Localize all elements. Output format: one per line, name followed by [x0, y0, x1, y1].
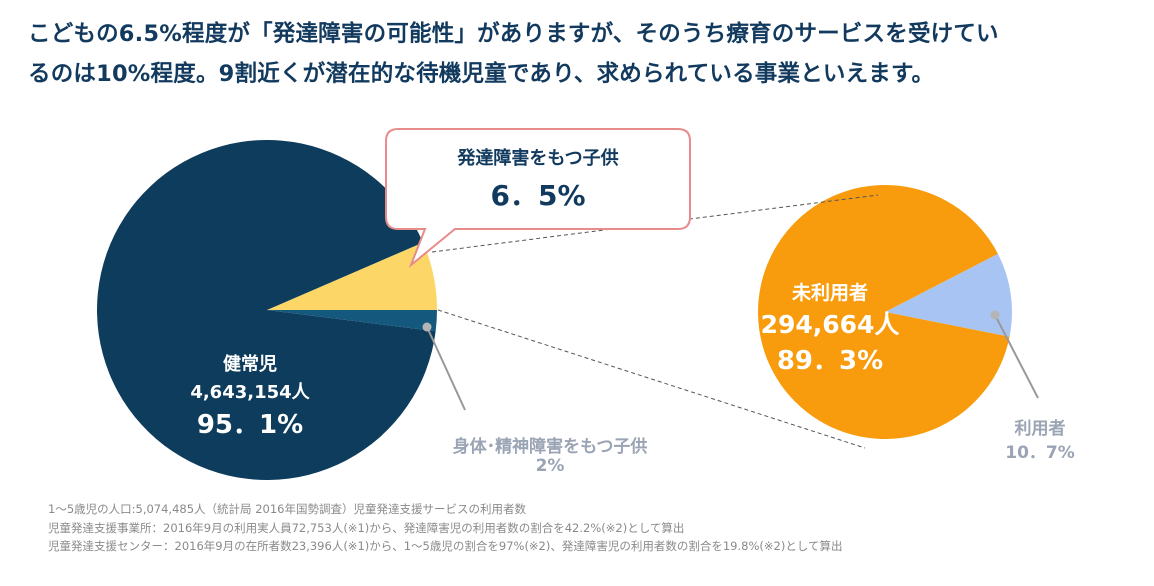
- footnotes: 1～5歳児の人口:5,074,485人（統計局 2016年国勢調査）児童発達支援…: [48, 500, 842, 556]
- label-physical-percent: 2%: [535, 456, 565, 476]
- pie-slice-physical: [267, 310, 438, 332]
- pie-slice-healthy: [96, 140, 436, 481]
- label-healthy-count: 4,643,154人: [190, 382, 310, 403]
- leader-physical-dot: [422, 322, 432, 332]
- leader-users-dot: [990, 310, 1000, 320]
- label-physical: 身体･精神障害をもつ子供: [452, 437, 648, 457]
- label-nonusers-percent: 89．3%: [776, 346, 884, 376]
- label-healthy: 健常児: [223, 354, 277, 375]
- footnote-3: 児童発達支援センター：2016年9月の在所者数23,396人(※1)から、1～5…: [48, 539, 843, 553]
- callout-percent: 6．5%: [490, 179, 586, 212]
- headline: こどもの6.5%程度が「発達障害の可能性」がありますが、そのうち療育のサービスを…: [28, 14, 1138, 94]
- label-users: 利用者: [1014, 419, 1066, 439]
- headline-line-2: るのは10%程度。9割近くが潜在的な待機児童であり、求められている事業といえます…: [28, 61, 935, 87]
- footnote-1: 1～5歳児の人口:5,074,485人（統計局 2016年国勢調査）児童発達支援…: [48, 502, 526, 516]
- label-nonusers: 未利用者: [791, 282, 868, 304]
- connector-bottom: [437, 309, 866, 449]
- pie-slice-developmental: [267, 242, 437, 310]
- callout-label: 発達障害をもつ子供: [457, 148, 619, 169]
- pie-chart-children: [96, 140, 438, 481]
- pie-slice-users: [885, 253, 1013, 337]
- pie-slice-nonusers: [758, 185, 1010, 440]
- footnote-2: 児童発達支援事業所：2016年9月の利用実人員72,753人(※1)から、発達障…: [48, 520, 685, 535]
- callout-bubble: [385, 128, 691, 269]
- label-healthy-percent: 95．1%: [196, 410, 304, 440]
- leader-physical: [426, 326, 466, 411]
- label-users-percent: 10．7%: [1005, 443, 1075, 463]
- label-nonusers-count: 294,664人: [760, 310, 900, 339]
- leader-users: [994, 314, 1039, 399]
- pie-chart-developmental: [758, 185, 1013, 440]
- headline-line-1: こどもの6.5%程度が「発達障害の可能性」がありますが、そのうち療育のサービスを…: [28, 21, 999, 47]
